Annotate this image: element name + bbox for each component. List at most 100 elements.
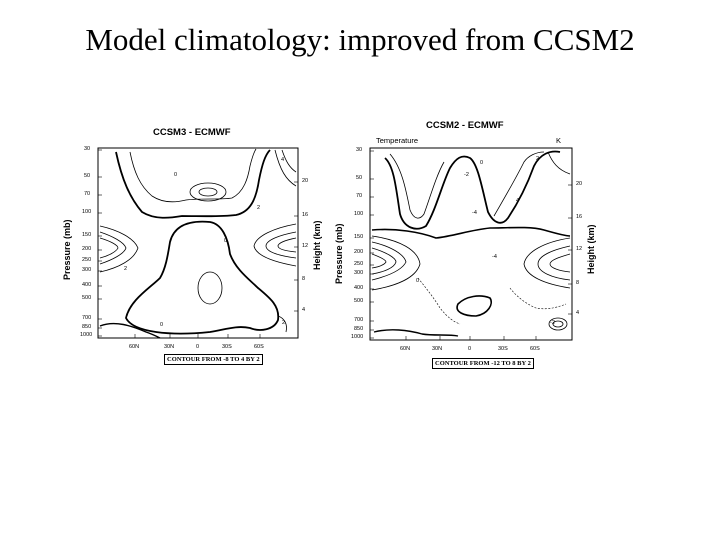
lat-tick: 0 xyxy=(196,344,200,350)
contour-line xyxy=(277,237,297,253)
contour-line xyxy=(198,187,218,197)
contour-label: 4 xyxy=(516,198,520,204)
variable-label: Temperature xyxy=(376,136,419,145)
units-label: K xyxy=(556,136,562,145)
contour-info: CONTOUR FROM -12 TO 8 BY 2 xyxy=(432,358,534,369)
panel-title: CCSM3 - ECMWF xyxy=(153,127,231,138)
contour-line xyxy=(523,237,571,289)
pressure-tick: 100 xyxy=(82,209,92,215)
contour-label: 0 xyxy=(416,278,420,284)
pressure-tick: 700 xyxy=(82,315,92,321)
pressure-tick: 150 xyxy=(82,232,92,238)
pressure-tick: 30 xyxy=(84,146,91,152)
zero-contour xyxy=(456,295,492,317)
height-tick: 4 xyxy=(576,310,580,316)
zero-contour xyxy=(125,220,280,335)
contour-line xyxy=(493,151,545,217)
lat-tick: 0 xyxy=(468,346,472,352)
height-tick: 12 xyxy=(302,243,309,249)
lat-tick: 30S xyxy=(222,344,232,350)
pressure-tick: 150 xyxy=(354,234,364,240)
contour-line xyxy=(99,225,139,273)
y-axis-label-right: Height (km) xyxy=(312,220,322,271)
pressure-tick: 70 xyxy=(84,191,91,197)
pressure-tick: 400 xyxy=(82,282,92,288)
contour-label: 2 xyxy=(536,156,540,162)
contour-line xyxy=(417,277,461,325)
pressure-tick: 1000 xyxy=(351,334,364,340)
contour-line xyxy=(197,271,223,305)
pressure-tick: 700 xyxy=(354,317,364,323)
right-ticks xyxy=(294,181,298,312)
contour-label: -2 xyxy=(464,172,469,178)
height-tick: 16 xyxy=(302,212,309,218)
lat-tick: 60N xyxy=(400,346,411,352)
contour-label: 2 xyxy=(282,320,286,326)
pressure-tick: 250 xyxy=(82,257,92,263)
ccsm3-ecmwf-panel: CCSM3 - ECMWF xyxy=(60,120,322,370)
contour-line xyxy=(281,149,297,173)
plot-frame xyxy=(369,147,573,341)
left-ticks xyxy=(98,149,102,337)
contour-label: 2 xyxy=(257,205,261,211)
contour-label: 0 xyxy=(174,172,178,178)
right-ticks xyxy=(568,184,572,315)
contour-line xyxy=(552,320,564,328)
lat-tick: 30N xyxy=(164,344,175,350)
contour-line xyxy=(265,231,297,259)
height-tick: 20 xyxy=(576,181,583,187)
y-axis-label-left: Pressure (mb) xyxy=(62,219,72,280)
contour-line xyxy=(537,245,571,281)
pressure-tick: 200 xyxy=(354,249,364,255)
contour-line xyxy=(253,223,297,267)
pressure-tick: 30 xyxy=(356,147,363,153)
lat-tick: 60N xyxy=(129,344,140,350)
contour-plot xyxy=(369,147,573,341)
contour-line xyxy=(99,237,119,259)
pressure-tick: 850 xyxy=(82,324,92,330)
contour-label: 0 xyxy=(160,322,164,328)
zero-contour xyxy=(115,149,271,219)
height-tick: 16 xyxy=(576,214,583,220)
height-tick: 20 xyxy=(302,178,309,184)
pressure-tick: 70 xyxy=(356,193,363,199)
pressure-tick: 500 xyxy=(82,295,92,301)
contour-line xyxy=(389,153,445,219)
contour-line xyxy=(274,149,297,187)
contour-line xyxy=(277,315,287,333)
contour-info: CONTOUR FROM -8 TO 4 BY 2 xyxy=(164,354,263,365)
contour-line xyxy=(371,247,397,275)
lat-tick: 30N xyxy=(432,346,443,352)
bottom-ticks xyxy=(134,334,261,338)
contour-label: -2 xyxy=(550,320,555,326)
pressure-tick: 50 xyxy=(84,173,91,179)
contour-line xyxy=(129,148,257,203)
pressure-tick: 850 xyxy=(354,326,364,332)
contour-label: -4 xyxy=(472,210,477,216)
contour-line xyxy=(548,317,568,331)
y-axis-label-right: Height (km) xyxy=(586,224,596,275)
bottom-ticks xyxy=(405,336,537,340)
zero-contour xyxy=(384,150,561,230)
zero-contour xyxy=(371,226,571,239)
slide-title: Model climatology: improved from CCSM2 xyxy=(85,22,635,57)
pressure-tick: 400 xyxy=(354,285,364,291)
height-tick: 4 xyxy=(302,307,306,313)
lat-tick: 60S xyxy=(254,344,264,350)
pressure-tick: 500 xyxy=(354,298,364,304)
contour-label: 0 xyxy=(480,160,484,166)
contour-line xyxy=(371,241,407,281)
height-tick: 8 xyxy=(302,276,306,282)
contour-plot xyxy=(97,147,299,339)
left-ticks xyxy=(370,150,374,339)
lat-tick: 60S xyxy=(530,346,540,352)
pressure-tick: 50 xyxy=(356,175,363,181)
pressure-tick: 300 xyxy=(354,270,364,276)
zero-contour xyxy=(373,329,459,337)
contour-line xyxy=(509,287,567,310)
contour-line xyxy=(99,231,127,265)
y-axis-label-left: Pressure (mb) xyxy=(334,223,344,284)
pressure-tick: 1000 xyxy=(80,332,93,338)
contour-line xyxy=(371,253,387,269)
pressure-tick: 200 xyxy=(82,246,92,252)
